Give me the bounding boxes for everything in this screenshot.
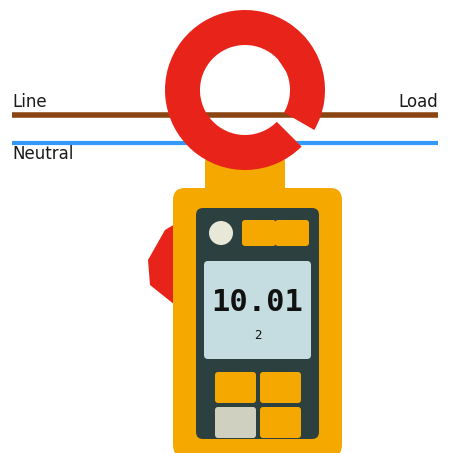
Text: Neutral: Neutral xyxy=(12,145,73,163)
FancyBboxPatch shape xyxy=(196,208,319,439)
FancyBboxPatch shape xyxy=(215,407,256,438)
FancyBboxPatch shape xyxy=(260,407,301,438)
FancyBboxPatch shape xyxy=(242,220,276,246)
FancyBboxPatch shape xyxy=(204,261,311,359)
Text: 2: 2 xyxy=(254,329,261,342)
Text: Load: Load xyxy=(398,93,438,111)
Text: 10.01: 10.01 xyxy=(212,288,303,317)
Text: Line: Line xyxy=(12,93,47,111)
Polygon shape xyxy=(148,215,195,305)
FancyBboxPatch shape xyxy=(205,157,285,222)
Wedge shape xyxy=(165,10,325,170)
FancyBboxPatch shape xyxy=(215,372,256,403)
FancyBboxPatch shape xyxy=(260,372,301,403)
FancyBboxPatch shape xyxy=(173,188,342,453)
FancyBboxPatch shape xyxy=(275,220,309,246)
Polygon shape xyxy=(279,37,318,71)
Circle shape xyxy=(209,221,233,245)
